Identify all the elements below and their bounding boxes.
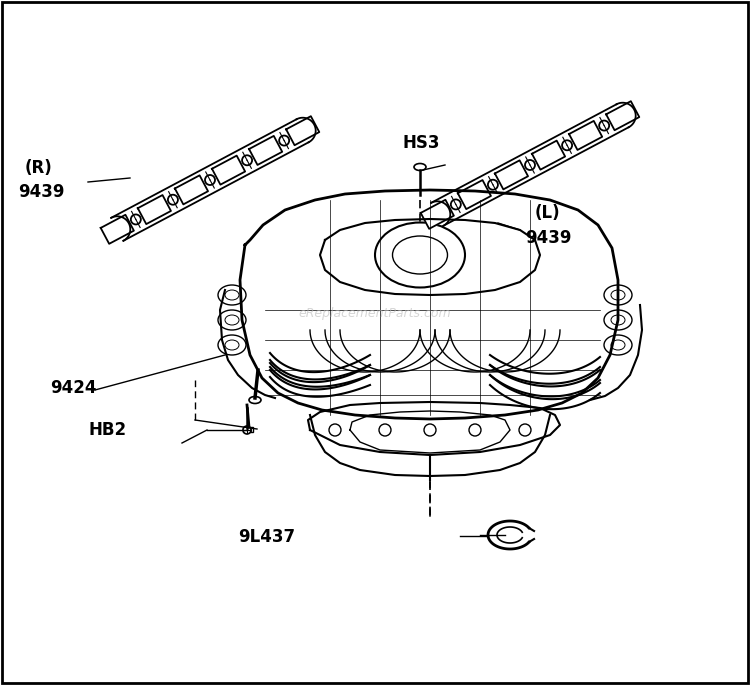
- Ellipse shape: [375, 223, 465, 288]
- Polygon shape: [100, 215, 134, 244]
- Bar: [243, 427, 253, 432]
- Circle shape: [488, 179, 498, 190]
- Ellipse shape: [604, 335, 632, 355]
- Bar: [245, 429, 251, 432]
- Ellipse shape: [604, 285, 632, 305]
- Text: (L): (L): [535, 204, 560, 222]
- Circle shape: [379, 424, 391, 436]
- Polygon shape: [138, 195, 171, 224]
- Circle shape: [469, 424, 481, 436]
- Ellipse shape: [218, 335, 246, 355]
- Text: 9439: 9439: [525, 229, 572, 247]
- Circle shape: [242, 155, 252, 165]
- Ellipse shape: [249, 397, 261, 403]
- Text: eReplacementParts.com: eReplacementParts.com: [298, 306, 452, 319]
- Polygon shape: [606, 101, 639, 130]
- Ellipse shape: [611, 315, 625, 325]
- Circle shape: [243, 426, 251, 434]
- Ellipse shape: [218, 310, 246, 330]
- Circle shape: [168, 195, 178, 205]
- Text: HS3: HS3: [402, 134, 439, 152]
- Polygon shape: [458, 180, 491, 209]
- Text: 9439: 9439: [18, 183, 64, 201]
- Ellipse shape: [392, 236, 448, 274]
- Circle shape: [525, 160, 535, 170]
- Ellipse shape: [414, 164, 426, 171]
- Circle shape: [130, 214, 141, 225]
- Ellipse shape: [611, 290, 625, 300]
- Polygon shape: [421, 200, 454, 229]
- Polygon shape: [249, 136, 282, 165]
- Circle shape: [599, 121, 609, 131]
- Polygon shape: [286, 116, 320, 145]
- Ellipse shape: [225, 340, 239, 350]
- Polygon shape: [212, 155, 245, 185]
- Polygon shape: [569, 121, 602, 150]
- Circle shape: [205, 175, 215, 185]
- Polygon shape: [532, 140, 566, 170]
- Ellipse shape: [225, 315, 239, 325]
- Circle shape: [519, 424, 531, 436]
- Ellipse shape: [225, 290, 239, 300]
- Ellipse shape: [218, 285, 246, 305]
- Circle shape: [329, 424, 341, 436]
- Text: (R): (R): [25, 159, 52, 177]
- Circle shape: [562, 140, 572, 150]
- Circle shape: [424, 424, 436, 436]
- Circle shape: [279, 136, 290, 146]
- Ellipse shape: [604, 310, 632, 330]
- Polygon shape: [495, 160, 528, 189]
- Circle shape: [451, 199, 460, 210]
- Polygon shape: [175, 175, 208, 204]
- Text: 9L437: 9L437: [238, 528, 295, 546]
- Text: HB2: HB2: [88, 421, 126, 439]
- Text: 9424: 9424: [50, 379, 97, 397]
- Ellipse shape: [611, 340, 625, 350]
